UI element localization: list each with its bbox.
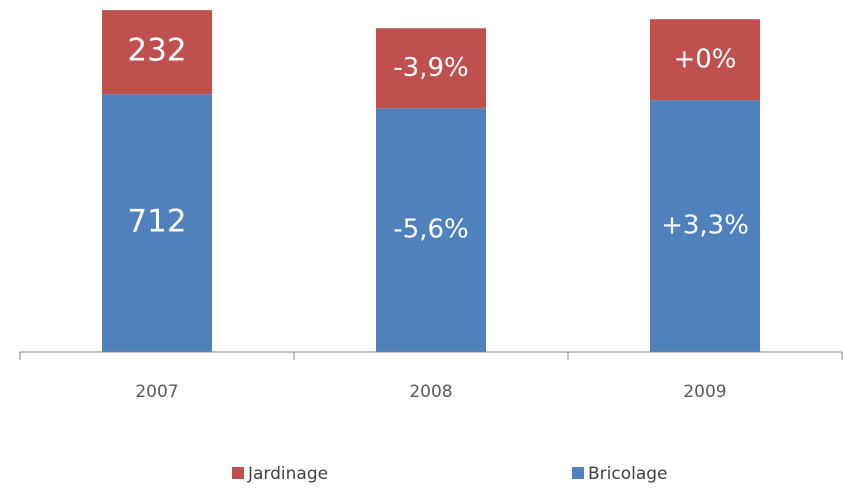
- x-tick-label: 2008: [409, 382, 452, 402]
- bar-segment: [376, 108, 486, 352]
- data-label: 712: [127, 204, 186, 240]
- bar-segment: [376, 28, 486, 109]
- bar-segment: [650, 19, 760, 101]
- legend-swatch: [572, 467, 584, 479]
- x-tick-label: 2009: [683, 382, 726, 402]
- bar-segment: [102, 10, 212, 95]
- data-label: +0%: [673, 44, 736, 74]
- data-label: 232: [127, 33, 186, 69]
- legend-label: Jardinage: [247, 464, 328, 484]
- bar-segment: [102, 94, 212, 353]
- data-label: -5,6%: [393, 215, 468, 245]
- data-label: +3,3%: [661, 211, 749, 241]
- x-tick-label: 2007: [135, 382, 178, 402]
- legend-label: Bricolage: [588, 464, 668, 484]
- bar-segment: [650, 100, 760, 352]
- legend-swatch: [232, 467, 244, 479]
- data-label: -3,9%: [393, 53, 468, 83]
